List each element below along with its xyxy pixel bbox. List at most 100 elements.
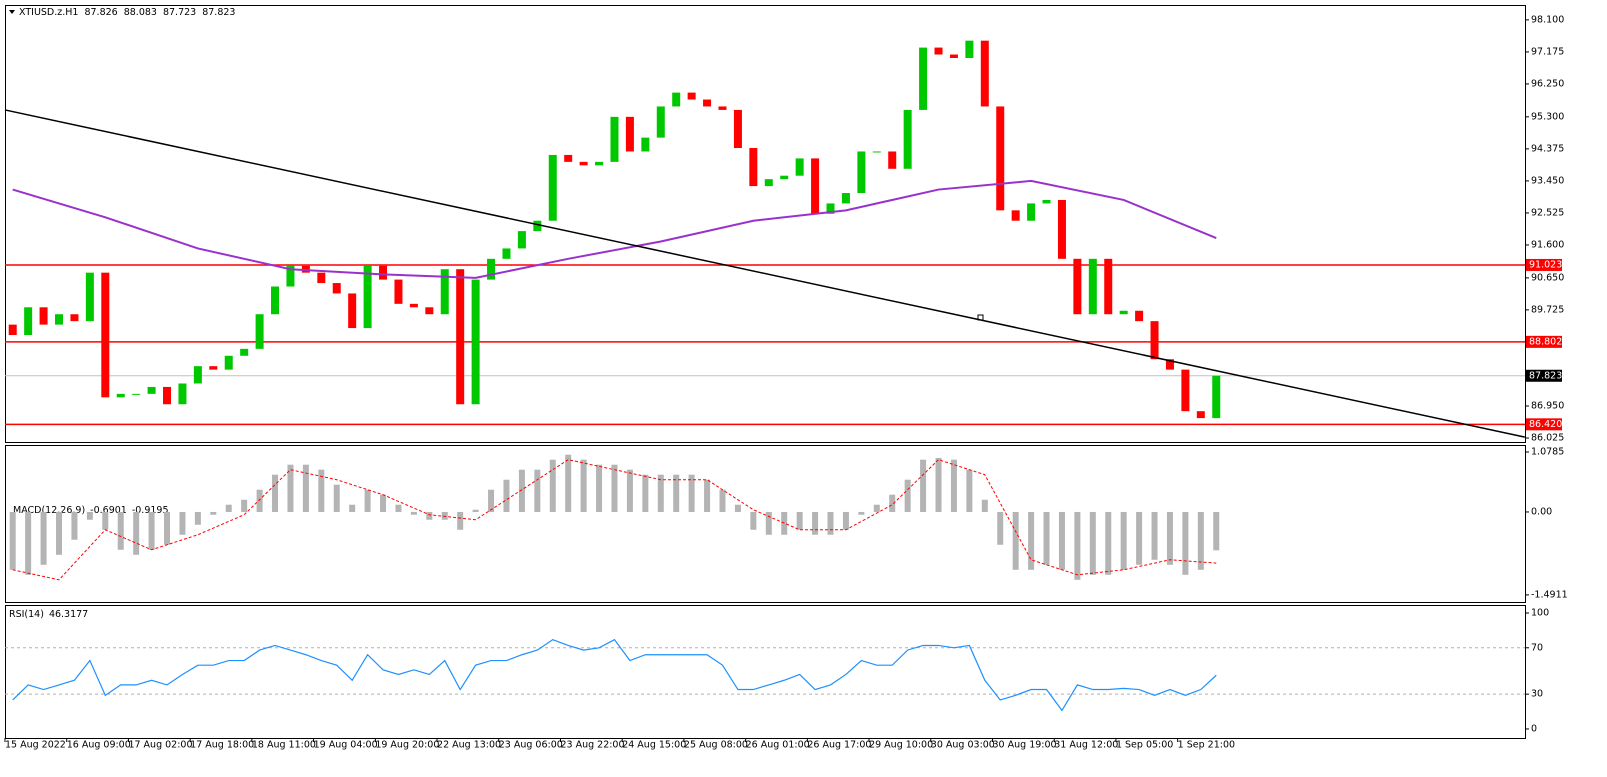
candle-body [332,283,341,294]
candle-body [548,154,557,221]
current-price-box [1526,369,1562,382]
macd-bar [1012,511,1019,570]
candle-body [1135,310,1144,322]
rsi-header: RSI(14) 46.3177 [9,609,88,620]
moving-average [12,179,1217,279]
macd-bar [981,499,988,512]
candle-body [733,109,742,149]
x-tick-label: 31 Aug 12:00 [1054,740,1118,751]
y-tick-label: 86.950 [1531,400,1564,411]
candle-body [471,279,480,405]
candle-body [1057,199,1066,259]
candle-body [687,92,696,100]
macd-bar [657,474,664,512]
y-tick-label: 91.600 [1531,239,1564,250]
macd-bar [210,511,217,515]
macd-bar [9,511,16,570]
macd-bar [827,511,834,535]
macd-bar [750,511,757,530]
candle-body [764,179,773,187]
rsi-title: RSI(14) [9,609,44,620]
macd-bar [349,504,356,512]
x-tick-label: 19 Aug 20:00 [375,740,439,751]
macd-bar [86,511,93,520]
macd-bar [1074,511,1081,580]
candle-body [826,203,835,214]
ohlc-value: 88.083 [124,7,157,18]
y-tick-label: 70 [1531,642,1543,653]
macd-bar [997,511,1004,545]
candle-body [857,151,866,194]
candle-body [425,307,434,315]
candle-body [533,220,542,232]
candle-body [147,386,156,394]
candle-body [718,106,727,110]
macd-bar [858,511,865,515]
level-label-box [1526,335,1562,348]
y-tick-label: 0.00 [1531,506,1552,517]
macd-bar [441,511,448,520]
macd-bar [1136,511,1143,565]
macd-signal [12,459,1217,581]
macd-readout: -0.6901 [90,505,127,516]
x-tick-label: 30 Aug 03:00 [931,740,995,751]
macd-bar [889,494,896,512]
macd-bar [719,489,726,512]
macd-bar [395,504,402,512]
candle-body [919,47,928,110]
candle-body [841,193,850,204]
macd-bar [25,511,32,575]
x-tick-label: 24 Aug 15:00 [622,740,686,751]
ohlc-value: 87.823 [202,7,235,18]
y-tick-label: -1.4911 [1531,589,1568,600]
candle-body [379,265,388,280]
macd-bar [287,464,294,512]
macd-bar [102,511,109,530]
candle-body [456,269,465,405]
macd-bar [673,474,680,512]
macd-bar [1151,511,1158,560]
macd-bar [704,479,711,512]
macd-bar [472,509,479,512]
macd-bar [225,504,232,512]
y-tick-label: 89.725 [1531,304,1564,315]
candle-body [209,366,218,370]
symbol-menu-arrow[interactable] [9,10,15,14]
y-tick-label: 98.100 [1531,14,1564,25]
macd-bar [734,504,741,512]
macd-bar [1043,511,1050,565]
x-tick-label: 16 Aug 09:00 [67,740,131,751]
candle-body [85,272,94,322]
level-label: 86.420 [1529,419,1562,430]
x-tick-label: 26 Aug 01:00 [746,740,810,751]
candle-body [1212,375,1221,419]
candle-body [101,272,110,398]
x-tick-label: 17 Aug 18:00 [190,740,254,751]
macd-bar [133,511,140,555]
macd-bar [549,459,556,512]
candle-body [749,148,758,187]
candle-body [980,40,989,107]
candle-body [595,161,604,166]
macd-bar [241,499,248,512]
macd-bar [1213,511,1220,551]
candle-body [8,324,17,336]
candle-body [872,151,881,153]
macd-bar [272,474,279,512]
candle-body [1119,310,1128,315]
candle-body [286,265,295,287]
ohlc-value: 87.826 [84,7,117,18]
candle-body [1088,258,1097,315]
macd-bar [488,489,495,512]
macd-bar [1197,511,1204,570]
candle-body [949,54,958,58]
rsi-line [12,638,1217,712]
macd-bar [164,511,171,545]
level-label: 88.802 [1529,336,1562,347]
candle-body [903,109,912,169]
macd-bar [380,494,387,512]
x-tick-label: 18 Aug 11:00 [252,740,316,751]
candle-body [641,137,650,152]
macd-bar [1166,511,1173,565]
